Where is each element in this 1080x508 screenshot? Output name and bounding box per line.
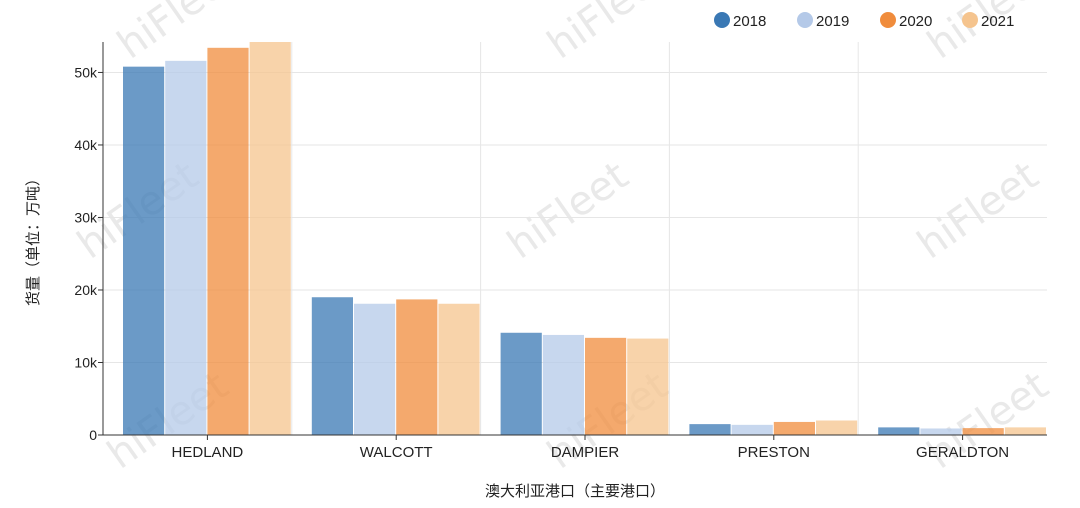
legend-label: 2020 [899,13,932,30]
y-tick-label: 30k [74,209,98,225]
axes-layer: 0 10k 20k 30k 40k 50k HEDLAND WALCOTT DAMPIER PRE… [74,42,1047,461]
x-tick-label: DAMPIER [551,444,620,461]
bar-dampier-2020[interactable] [585,337,627,435]
y-tick-label: 50k [74,64,98,80]
legend-swatch [880,12,896,28]
bar-preston-2021[interactable] [816,420,858,435]
bar-geraldton-2019[interactable] [920,428,962,435]
bar-hedland-2021[interactable] [249,42,291,435]
bar-dampier-2018[interactable] [500,332,542,435]
bar-walcott-2020[interactable] [396,299,438,435]
bar-geraldton-2020[interactable] [962,428,1004,435]
legend[interactable]: 2018 2019 2020 2021 [714,12,1014,30]
y-tick-label: 40k [74,137,98,153]
x-axis-title: 澳大利亚港口（主要港口） [485,483,665,500]
watermark-text: hiFleet [539,0,676,68]
bar-geraldton-2021[interactable] [1004,427,1046,435]
bar-dampier-2021[interactable] [627,338,669,435]
bar-preston-2020[interactable] [773,421,815,435]
bars-layer [123,42,1046,436]
bar-walcott-2018[interactable] [311,297,353,435]
legend-label: 2021 [981,13,1014,30]
bar-preston-2018[interactable] [689,424,731,435]
legend-label: 2018 [733,13,766,30]
legend-item-2020[interactable]: 2020 [880,12,932,30]
bar-preston-2019[interactable] [731,424,773,435]
legend-item-2018[interactable]: 2018 [714,12,766,30]
legend-label: 2019 [816,13,849,30]
watermark-text: hiFleet [499,153,636,268]
watermark-text: hiFleet [909,153,1046,268]
legend-item-2021[interactable]: 2021 [962,12,1014,30]
bar-walcott-2019[interactable] [354,303,396,435]
x-tick-label: GERALDTON [916,444,1009,461]
legend-swatch [797,12,813,28]
bar-hedland-2020[interactable] [207,47,249,435]
legend-item-2019[interactable]: 2019 [797,12,849,30]
y-tick-label: 20k [74,282,98,298]
bar-walcott-2021[interactable] [438,303,480,435]
legend-swatch [714,12,730,28]
x-tick-label: PRESTON [738,444,810,461]
x-tick-label: WALCOTT [360,444,433,461]
bar-hedland-2019[interactable] [165,60,207,436]
watermark-text: hiFleet [919,0,1056,68]
bar-hedland-2018[interactable] [123,66,165,435]
legend-swatch [962,12,978,28]
bar-dampier-2019[interactable] [542,334,584,435]
y-tick-label: 0 [89,427,97,443]
x-tick-label: HEDLAND [172,444,244,461]
y-axis-title: 货量（单位：万吨） [25,171,42,306]
bar-geraldton-2018[interactable] [878,427,920,435]
y-tick-label: 10k [74,354,98,370]
